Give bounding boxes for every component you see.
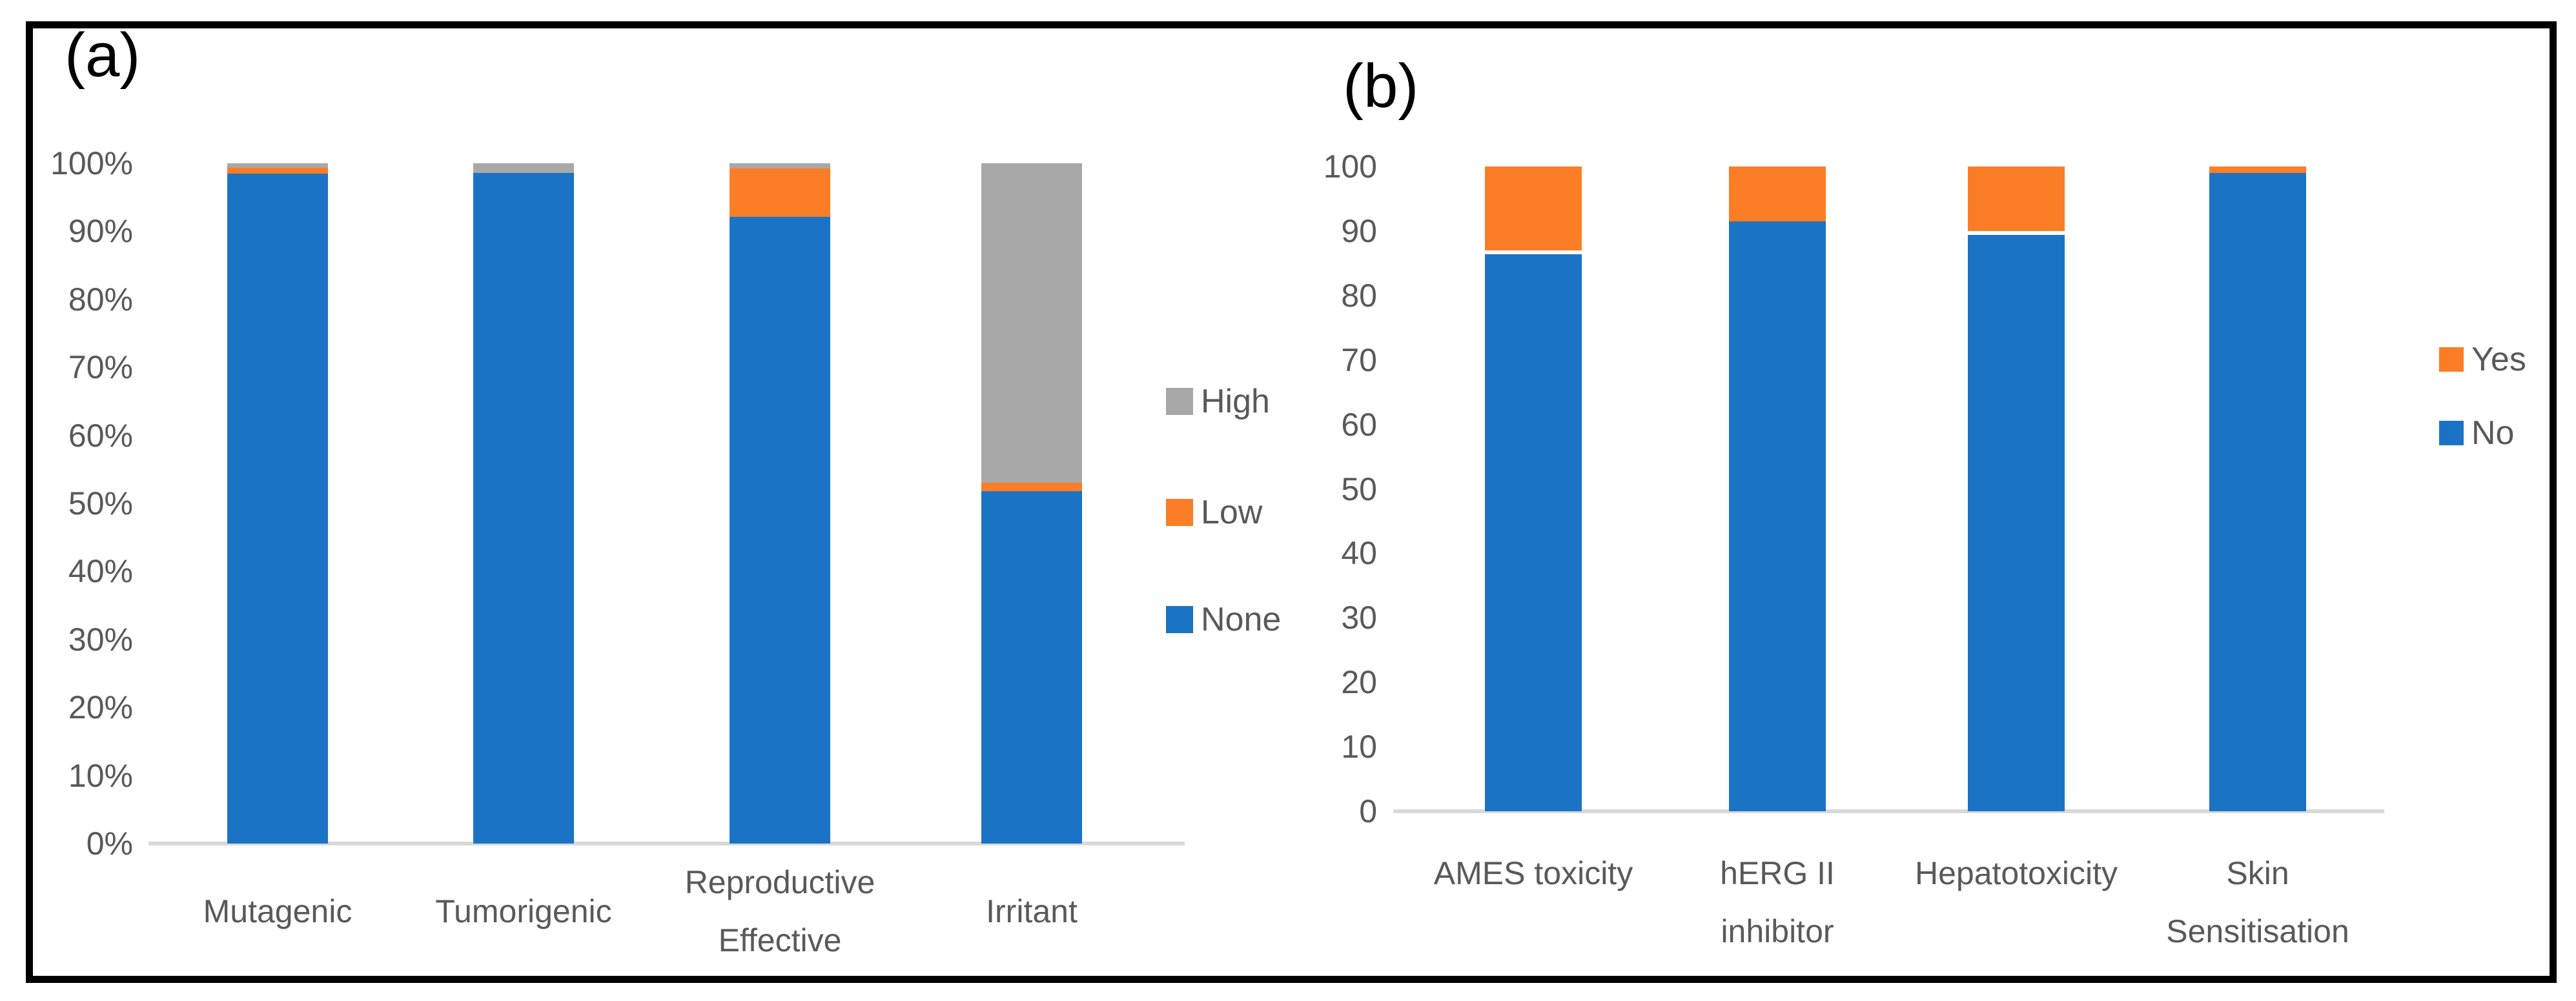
legend-label-yes: Yes bbox=[2471, 341, 2526, 378]
y-tick-label: 90 bbox=[1341, 212, 1377, 249]
legend-label-none: None bbox=[1201, 601, 1282, 638]
panel-a-label: (a) bbox=[65, 21, 141, 90]
y-tick-label: 80 bbox=[1341, 277, 1377, 314]
bar-mutagenic-low bbox=[227, 168, 328, 174]
y-tick-label: 40% bbox=[68, 553, 133, 590]
y-tick-label: 10% bbox=[68, 757, 133, 794]
bar-herg-ii-inhibitor-yes bbox=[1729, 167, 1826, 221]
y-tick-label: 0% bbox=[86, 825, 133, 862]
y-tick-label: 50% bbox=[68, 485, 133, 521]
legend-item-high: High bbox=[1166, 382, 1270, 421]
x-label-mutagenic: Mutagenic bbox=[203, 893, 353, 929]
legend-item-low: Low bbox=[1166, 493, 1262, 532]
bar-irritant-none bbox=[981, 491, 1082, 844]
bar-tumorigenic-high bbox=[473, 163, 574, 173]
x-label-skin-sensitisation: Skin Sensitisation bbox=[2166, 855, 2349, 949]
y-tick-label: 70 bbox=[1341, 341, 1377, 378]
legend-label-low: Low bbox=[1201, 494, 1263, 531]
y-tick-label: 30% bbox=[68, 621, 133, 658]
legend-swatch-high bbox=[1166, 388, 1193, 415]
x-label-irritant: Irritant bbox=[986, 893, 1078, 929]
legend-label-no: No bbox=[2471, 414, 2515, 452]
x-label-reproductive-effective: Reproductive Effective bbox=[684, 864, 875, 958]
y-tick-label: 100 bbox=[1323, 148, 1377, 185]
y-tick-label: 0 bbox=[1359, 793, 1377, 829]
y-tick-label: 100% bbox=[50, 145, 133, 181]
y-tick-label: 60% bbox=[68, 417, 133, 454]
y-tick-label: 80% bbox=[68, 281, 133, 318]
bar-mutagenic-high bbox=[227, 163, 328, 168]
y-tick-label: 30 bbox=[1341, 600, 1377, 636]
bar-mutagenic-none bbox=[227, 173, 328, 844]
bar-reproductive-effective-high bbox=[730, 163, 830, 169]
bar-irritant-low bbox=[981, 483, 1082, 492]
bar-reproductive-effective-none bbox=[730, 217, 830, 844]
x-label-hepatotoxicity: Hepatotoxicity bbox=[1914, 855, 2118, 891]
y-tick-label: 10 bbox=[1341, 729, 1377, 765]
bar-hepatotoxicity-yes bbox=[1968, 167, 2065, 231]
bar-tumorigenic-none bbox=[473, 172, 574, 844]
legend-item-no: No bbox=[2439, 414, 2514, 452]
x-axis-line bbox=[148, 842, 1185, 845]
bar-hepatotoxicity-no bbox=[1968, 234, 2065, 811]
legend-item-none: None bbox=[1166, 600, 1281, 639]
bar-irritant-high bbox=[981, 163, 1082, 483]
legend-swatch-low bbox=[1166, 499, 1193, 526]
bar-ames-toxicity-yes bbox=[1485, 167, 1582, 250]
x-label-herg-ii-inhibitor: hERG II inhibitor bbox=[1720, 855, 1835, 949]
legend-swatch-none bbox=[1166, 606, 1193, 633]
y-tick-label: 50 bbox=[1341, 470, 1377, 507]
y-tick-label: 90% bbox=[68, 213, 133, 250]
bar-herg-ii-inhibitor-no bbox=[1729, 221, 1826, 811]
y-tick-label: 60 bbox=[1341, 406, 1377, 443]
x-label-ames-toxicity: AMES toxicity bbox=[1433, 855, 1633, 891]
legend-swatch-yes bbox=[2439, 347, 2464, 372]
x-label-tumorigenic: Tumorigenic bbox=[435, 893, 612, 929]
legend-item-yes: Yes bbox=[2439, 340, 2526, 379]
y-tick-label: 40 bbox=[1341, 535, 1377, 572]
bar-skin-sensitisation-yes bbox=[2209, 167, 2306, 173]
panel-b-label: (b) bbox=[1343, 52, 1419, 121]
bar-ames-toxicity-no bbox=[1485, 254, 1582, 811]
bar-skin-sensitisation-no bbox=[2209, 172, 2306, 811]
legend-label-high: High bbox=[1201, 383, 1270, 420]
y-tick-label: 70% bbox=[68, 349, 133, 386]
y-tick-label: 20 bbox=[1341, 664, 1377, 701]
legend-swatch-no bbox=[2439, 421, 2464, 445]
bar-reproductive-effective-low bbox=[730, 168, 830, 217]
x-axis-line bbox=[1393, 809, 2384, 813]
figure-border bbox=[26, 21, 2557, 983]
y-tick-label: 20% bbox=[68, 689, 133, 726]
